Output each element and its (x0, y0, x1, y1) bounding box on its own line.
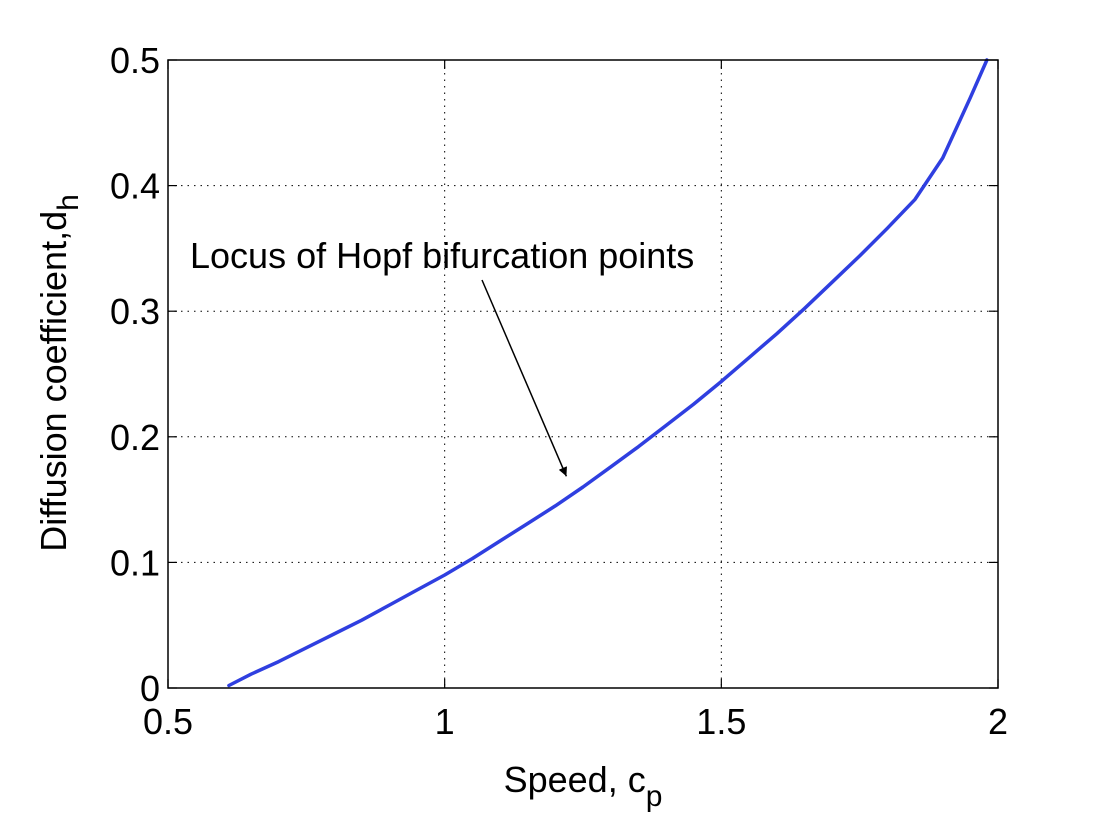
annotation-arrow (481, 279, 568, 477)
y-tick-label: 0.3 (110, 291, 160, 332)
y-tick-label: 0.5 (110, 40, 160, 81)
x-tick-label: 2 (988, 701, 1008, 742)
x-tick-label: 0.5 (143, 701, 193, 742)
series-layer (227, 58, 989, 688)
y-axis-label-subscript: h (52, 194, 85, 211)
x-axis-label: Speed, cp (504, 759, 663, 813)
y-axis-label-main: Diffusion coefficient,d (33, 211, 74, 552)
grid-lines (168, 60, 998, 688)
x-axis-label-subscript: p (646, 780, 663, 813)
y-axis-label: Diffusion coefficient,dh (33, 194, 85, 552)
x-axis-label-main: Speed, c (504, 759, 646, 800)
ticks-layer: 0.5 1 1.5 2 0 0.1 0.2 0.3 0.4 0.5 (110, 40, 1008, 742)
y-tick-label: 0.2 (110, 417, 160, 458)
x-tick-label: 1 (435, 701, 455, 742)
series-line (227, 58, 989, 688)
y-tick-label: 0 (140, 668, 160, 709)
x-tick-label: 1.5 (696, 701, 746, 742)
y-tick-label: 0.4 (110, 166, 160, 207)
y-tick-label: 0.1 (110, 542, 160, 583)
annotation: Locus of Hopf bifurcation points (190, 235, 694, 477)
annotation-label: Locus of Hopf bifurcation points (190, 235, 694, 276)
plot-frame (167, 59, 999, 689)
